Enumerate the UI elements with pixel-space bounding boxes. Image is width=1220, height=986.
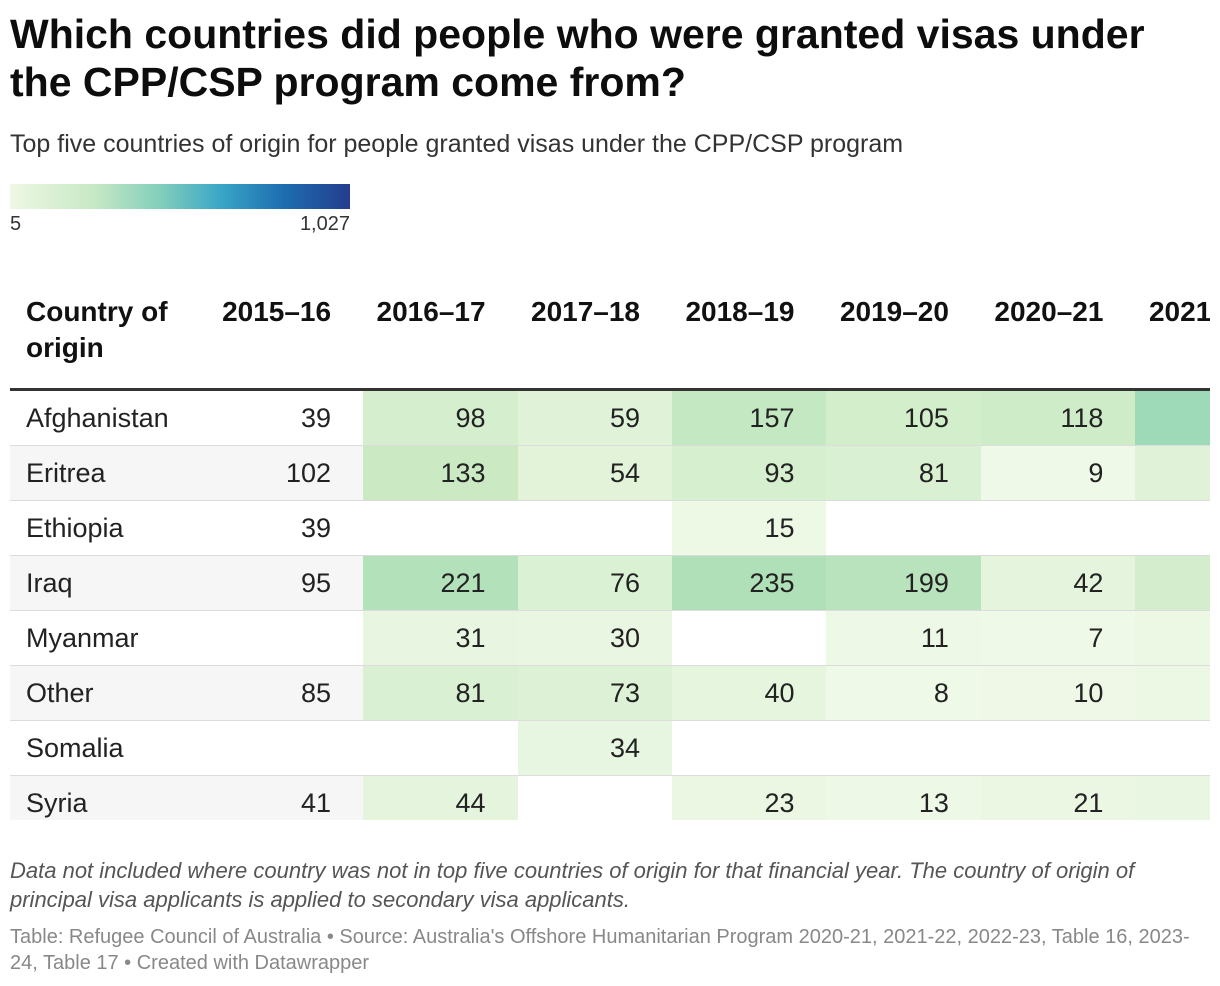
- value-cell: 235: [672, 555, 827, 611]
- value-cell: 81: [826, 445, 981, 501]
- value-cell: 23: [672, 775, 827, 820]
- country-cell: Somalia: [10, 720, 209, 776]
- value-cell: 34: [517, 720, 673, 776]
- country-cell: Other: [10, 665, 209, 721]
- legend-gradient-bar: [10, 184, 350, 209]
- value-cell: 54: [517, 445, 673, 501]
- country-cell: Iraq: [10, 555, 209, 611]
- value-cell: 102: [208, 445, 364, 501]
- value-cell: 41: [208, 775, 364, 820]
- value-cell: [826, 720, 981, 776]
- value-cell: [517, 775, 673, 820]
- value-cell: 98: [363, 389, 518, 446]
- value-cell: 105: [826, 389, 981, 446]
- chart-notes: Data not included where country was not …: [10, 858, 1135, 912]
- value-cell: [672, 720, 827, 776]
- header-year-5[interactable]: 2020–21: [980, 290, 1136, 391]
- value-cell: [1135, 500, 1210, 556]
- country-cell: Afghanistan: [10, 389, 209, 446]
- value-cell: 8: [826, 665, 981, 721]
- value-cell: 95: [208, 555, 364, 611]
- country-cell: Eritrea: [10, 445, 209, 501]
- value-cell: 73: [517, 665, 673, 721]
- chart-subtitle: Top five countries of origin for people …: [10, 130, 904, 158]
- table-row: Ethiopia 39 15: [10, 500, 1210, 556]
- value-cell: [826, 500, 981, 556]
- country-cell: Ethiopia: [10, 500, 209, 556]
- value-cell: [363, 500, 518, 556]
- color-legend: 5 1,027: [10, 184, 350, 236]
- value-cell: 118: [980, 389, 1136, 446]
- value-cell: 59: [517, 389, 673, 446]
- table-header-row: Country of origin 2015–16 2016–17 2017–18 2…: [10, 290, 1210, 391]
- header-country-of-origin[interactable]: Country of origin: [10, 290, 209, 391]
- value-cell: 7: [980, 610, 1136, 666]
- value-cell: 13: [826, 775, 981, 820]
- value-cell: [980, 500, 1136, 556]
- header-year-0[interactable]: 2015–16: [208, 290, 364, 391]
- data-table-wrapper[interactable]: Country of origin 2015–16 2016–17 2017–18 2…: [10, 290, 1210, 820]
- value-cell: 39: [208, 500, 364, 556]
- value-cell: 42: [980, 555, 1136, 611]
- value-cell: 85: [208, 665, 364, 721]
- value-cell: 30: [517, 610, 673, 666]
- value-cell: 81: [363, 665, 518, 721]
- chart-credit: Table: Refugee Council of Australia • So…: [10, 926, 1190, 974]
- header-year-6[interactable]: 2021–22: [1135, 290, 1210, 391]
- value-cell: 30: [1135, 775, 1210, 820]
- value-cell: 221: [363, 555, 518, 611]
- value-cell: 133: [363, 445, 518, 501]
- value-cell: 11: [826, 610, 981, 666]
- value-cell: [208, 610, 364, 666]
- value-cell: 39: [208, 389, 364, 446]
- value-cell: 20: [1135, 610, 1210, 666]
- table-row: Somalia 34: [10, 720, 1210, 776]
- value-cell: 100: [1135, 555, 1210, 611]
- table-row: Other8581734081020: [10, 665, 1210, 721]
- value-cell: [363, 720, 518, 776]
- value-cell: 157: [672, 389, 827, 446]
- value-cell: [980, 720, 1136, 776]
- value-cell: 15: [672, 500, 827, 556]
- table-row: Iraq952217623519942100: [10, 555, 1210, 611]
- legend-min-label: 5: [10, 213, 22, 235]
- header-year-2[interactable]: 2017–18: [517, 290, 673, 391]
- header-year-3[interactable]: 2018–19: [672, 290, 827, 391]
- value-cell: [517, 500, 673, 556]
- value-cell: [1135, 720, 1210, 776]
- chart-title: Which countries did people who were gran…: [10, 11, 1145, 105]
- table-row: Afghanistan399859157105118300: [10, 389, 1210, 446]
- table-body: Afghanistan399859157105118300Eritrea1021…: [10, 389, 1210, 820]
- value-cell: 10: [980, 665, 1136, 721]
- value-cell: 40: [672, 665, 827, 721]
- country-cell: Syria: [10, 775, 209, 820]
- value-cell: 9: [980, 445, 1136, 501]
- value-cell: 31: [363, 610, 518, 666]
- value-cell: 300: [1135, 389, 1210, 446]
- data-table: Country of origin 2015–16 2016–17 2017–18 2…: [10, 290, 1210, 820]
- header-year-1[interactable]: 2016–17: [363, 290, 518, 391]
- value-cell: 60: [1135, 445, 1210, 501]
- value-cell: [208, 720, 364, 776]
- header-year-4[interactable]: 2019–20: [826, 290, 981, 391]
- country-cell: Myanmar: [10, 610, 209, 666]
- value-cell: 93: [672, 445, 827, 501]
- table-row: Eritrea102133549381960: [10, 445, 1210, 501]
- value-cell: 44: [363, 775, 518, 820]
- value-cell: 199: [826, 555, 981, 611]
- legend-max-label: 1,027: [299, 213, 350, 235]
- value-cell: 20: [1135, 665, 1210, 721]
- value-cell: 76: [517, 555, 673, 611]
- value-cell: [672, 610, 827, 666]
- value-cell: 21: [980, 775, 1136, 820]
